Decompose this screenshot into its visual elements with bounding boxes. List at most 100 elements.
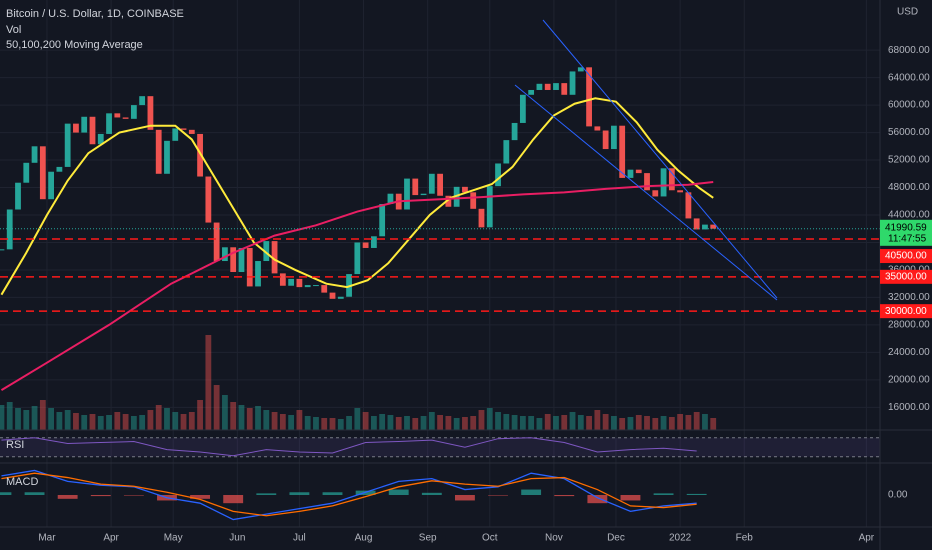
volume-bar bbox=[296, 410, 303, 430]
currency: USD bbox=[897, 7, 918, 18]
macd-histogram bbox=[190, 495, 211, 499]
candle bbox=[246, 247, 253, 287]
candle bbox=[627, 169, 634, 178]
candle bbox=[0, 249, 5, 251]
candle bbox=[478, 208, 485, 228]
last-price-label: 41990.59 bbox=[885, 222, 927, 233]
volume-bar bbox=[528, 416, 535, 430]
candle bbox=[15, 182, 21, 210]
x-tick-label: Apr bbox=[103, 533, 119, 544]
candle bbox=[470, 192, 477, 209]
macd-histogram bbox=[289, 492, 310, 495]
candle bbox=[155, 129, 162, 174]
volume-bar bbox=[354, 408, 361, 430]
x-tick-label: Feb bbox=[736, 533, 754, 544]
candle bbox=[6, 209, 13, 250]
moving-average bbox=[0, 97, 714, 296]
candle bbox=[586, 67, 592, 127]
volume-bar bbox=[652, 418, 659, 430]
y-tick-label: 48000.00 bbox=[888, 182, 930, 193]
level-label-box bbox=[880, 269, 932, 284]
volume-bar bbox=[188, 412, 195, 430]
volume-bar bbox=[164, 408, 170, 430]
volume-bar bbox=[693, 412, 700, 430]
x-tick-label: Apr bbox=[859, 533, 875, 544]
volume-bar bbox=[321, 418, 328, 430]
candle bbox=[387, 193, 394, 205]
candle bbox=[428, 173, 435, 194]
candle bbox=[139, 96, 146, 106]
volume-bar bbox=[462, 417, 468, 430]
volume-bar bbox=[370, 416, 377, 430]
volume-bar bbox=[56, 412, 63, 430]
candle bbox=[652, 190, 659, 197]
candle bbox=[685, 192, 692, 219]
volume-bar bbox=[255, 406, 261, 430]
macd-histogram bbox=[488, 495, 508, 496]
level-label-box bbox=[880, 304, 932, 319]
candle bbox=[412, 178, 419, 196]
macd-histogram bbox=[223, 495, 244, 504]
level-label: 35000.00 bbox=[885, 271, 927, 282]
y-tick-label: 68000.00 bbox=[888, 45, 930, 56]
candle bbox=[188, 129, 195, 134]
candle bbox=[122, 117, 129, 119]
volume-bar bbox=[702, 414, 708, 430]
candle bbox=[577, 67, 584, 72]
candle bbox=[64, 123, 71, 167]
volume-bar bbox=[205, 335, 212, 430]
volume-bar bbox=[6, 402, 13, 430]
candle bbox=[445, 195, 452, 207]
candle bbox=[486, 186, 493, 228]
volume-bar bbox=[644, 416, 650, 430]
signal-line bbox=[1, 472, 697, 517]
moving-average bbox=[0, 181, 714, 392]
y-tick-label: 60000.00 bbox=[888, 100, 930, 111]
candle bbox=[354, 242, 361, 275]
volume-bar bbox=[172, 412, 179, 430]
trendline bbox=[542, 19, 778, 299]
volume-bar bbox=[536, 418, 543, 430]
volume-bar bbox=[288, 415, 295, 430]
y-tick-label: 32000.00 bbox=[888, 292, 930, 303]
volume-bar bbox=[362, 412, 369, 430]
macd-tick-label: 0.00 bbox=[888, 490, 908, 501]
volume-bar bbox=[271, 412, 278, 430]
candle bbox=[263, 241, 270, 262]
candle bbox=[114, 113, 121, 118]
volume-bar bbox=[420, 416, 427, 430]
volume-bar bbox=[611, 416, 617, 430]
macd-histogram bbox=[686, 493, 707, 495]
volume-bar bbox=[453, 418, 460, 430]
volume-bar bbox=[627, 417, 634, 430]
candle bbox=[23, 162, 30, 183]
volume-bar bbox=[668, 417, 675, 430]
grid bbox=[0, 0, 880, 527]
rsi-line bbox=[1, 437, 697, 457]
last-price-box bbox=[880, 219, 932, 246]
macd-histogram bbox=[521, 489, 542, 495]
volume-bar bbox=[404, 416, 410, 430]
volume-bar bbox=[445, 416, 452, 430]
volume-bar bbox=[594, 410, 601, 430]
volume-bar bbox=[395, 417, 402, 430]
x-tick-label: May bbox=[164, 533, 183, 544]
macd-histogram bbox=[90, 495, 111, 497]
volume-bar bbox=[122, 414, 129, 430]
candle bbox=[404, 178, 410, 210]
candle bbox=[31, 146, 38, 163]
volume-bar bbox=[495, 412, 501, 430]
macd-label: MACD bbox=[6, 476, 38, 488]
x-tick-label: Sep bbox=[419, 533, 437, 544]
candle bbox=[594, 126, 601, 131]
volume-bar bbox=[586, 416, 592, 430]
y-tick-label: 52000.00 bbox=[888, 155, 930, 166]
volume-bar bbox=[619, 418, 626, 430]
x-tick-label: Jul bbox=[293, 533, 306, 544]
axis: 16000.00 20000.00 24000.00 28000.00 32000.00… bbox=[38, 45, 932, 544]
volume-bar bbox=[39, 400, 46, 430]
volume-bar bbox=[147, 410, 154, 430]
volume-bar bbox=[139, 415, 146, 430]
candle bbox=[81, 116, 88, 133]
